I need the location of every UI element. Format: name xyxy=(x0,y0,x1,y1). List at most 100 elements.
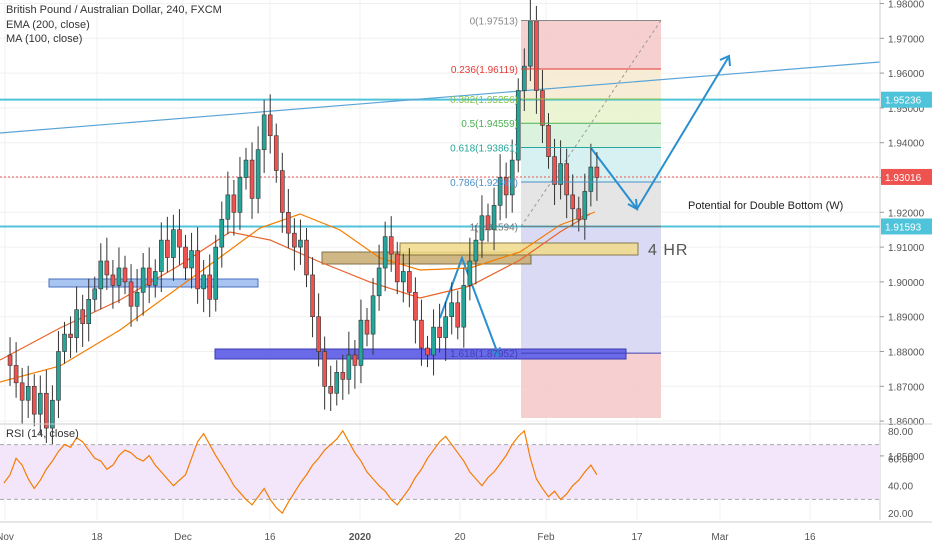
candle-body xyxy=(201,274,206,290)
fib-label: 0.618(1.93861) xyxy=(450,144,518,155)
candle-body xyxy=(364,319,370,335)
rsi-tick-label: 40.00 xyxy=(888,482,913,493)
candle-body xyxy=(564,163,569,196)
axis-tick-label: 1.90000 xyxy=(888,278,925,289)
candle-body xyxy=(165,239,170,258)
time-axis: Nov18Dec16202020Feb17Mar16 xyxy=(0,521,932,543)
candle-body xyxy=(346,354,352,380)
axis-tick-label: 1.98000 xyxy=(888,0,925,11)
candle-body xyxy=(195,250,200,290)
candle-body xyxy=(485,215,491,230)
candle-body xyxy=(13,365,19,384)
candle-body xyxy=(140,267,146,293)
candle-body xyxy=(340,372,346,380)
candle-body xyxy=(116,267,122,286)
fib-zone-5 xyxy=(521,123,661,148)
support-box-bottom xyxy=(214,348,627,360)
candle-body xyxy=(552,156,557,185)
axis-tick-label: 1.87000 xyxy=(888,382,925,393)
candle-body xyxy=(273,135,279,171)
candle-body xyxy=(31,385,37,415)
candle-body xyxy=(528,20,533,67)
chart-title: British Pound / Australian Dollar, 240, … xyxy=(6,4,222,16)
candle-body xyxy=(334,372,340,394)
price-series xyxy=(0,0,600,452)
candle-body xyxy=(497,177,503,206)
rsi-label: RSI (14, close) xyxy=(6,428,79,440)
candle-body xyxy=(449,302,455,317)
drawing-lines xyxy=(0,20,881,358)
axis-tick-label: 1.96000 xyxy=(888,69,925,80)
zone-box-yellow xyxy=(399,242,639,256)
candle-body xyxy=(473,239,479,262)
candle-body xyxy=(310,274,315,318)
candle-body xyxy=(419,319,424,349)
candle-body xyxy=(443,316,448,338)
measured-move-path xyxy=(439,255,499,355)
candle-body xyxy=(576,208,582,220)
candle-body xyxy=(370,295,376,335)
candle-body xyxy=(431,326,436,356)
candle-body xyxy=(491,205,497,230)
fib-label: 0.786(1.92869) xyxy=(450,178,518,189)
candle-body xyxy=(68,333,73,338)
arrow-head-measured xyxy=(490,346,501,358)
candle-body xyxy=(74,309,79,338)
candle-body xyxy=(304,239,309,276)
candle-body xyxy=(425,347,430,356)
rsi-tick-label: 60.00 xyxy=(888,454,913,465)
arrow-head-down xyxy=(627,198,639,211)
price-label-bg xyxy=(881,218,932,235)
candle-body xyxy=(92,288,98,300)
price-label: 1.93016 xyxy=(885,173,922,184)
annotation-4hr: 4 HR xyxy=(648,242,688,259)
candle-body xyxy=(25,385,31,401)
candle-body xyxy=(394,253,400,283)
candle-body xyxy=(437,326,442,338)
annotation-double-bottom: Potential for Double Bottom (W) xyxy=(688,200,843,212)
candle-body xyxy=(582,191,588,220)
candle-body xyxy=(237,177,243,213)
time-tick-label: 16 xyxy=(804,532,816,543)
time-tick-label: Dec xyxy=(174,532,192,543)
ma-legend: MA (100, close) xyxy=(6,33,83,45)
fib-label: 0.236(1.96119) xyxy=(451,65,518,76)
candle-body xyxy=(388,236,394,255)
ema-legend: EMA (200, close) xyxy=(6,19,90,31)
candle-body xyxy=(286,212,291,234)
fib-label: 0(1.97513) xyxy=(470,16,518,27)
candle-body xyxy=(400,271,406,283)
candle-body xyxy=(98,260,104,290)
axis-tick-label: 1.85000 xyxy=(888,452,925,463)
rsi-tick-label: 20.00 xyxy=(888,509,913,520)
candle-body xyxy=(267,114,273,137)
candle-body xyxy=(104,260,110,276)
candle-body xyxy=(588,166,594,192)
time-tick-label: Mar xyxy=(711,532,729,543)
fibonacci-levels: 0(1.97513) 0.236(1.96119) 0.382(1.95256) 0.… xyxy=(450,16,661,360)
candle-body xyxy=(467,260,473,286)
candle-body xyxy=(461,285,467,328)
rsi-band xyxy=(0,444,880,500)
time-tick-label: Feb xyxy=(537,532,555,543)
axis-tick-label: 1.97000 xyxy=(888,34,925,45)
candle-body xyxy=(110,274,116,286)
price-label: 1.91593 xyxy=(885,222,922,233)
ema-200-line xyxy=(0,211,596,383)
candle-body xyxy=(594,166,600,178)
candle-body xyxy=(352,354,358,366)
candle-body xyxy=(255,149,261,199)
candle-body xyxy=(479,215,485,241)
candle-body xyxy=(249,159,255,199)
candle-body xyxy=(558,163,563,185)
time-tick-label: 2020 xyxy=(349,532,372,543)
candle-body xyxy=(358,319,364,366)
candle-body xyxy=(19,382,25,401)
candle-body xyxy=(152,271,158,286)
candle-body xyxy=(219,218,225,248)
axis-tick-label: 1.94000 xyxy=(888,139,925,150)
axis-tick-label: 1.88000 xyxy=(888,348,925,359)
candle-body xyxy=(80,309,85,324)
price-label-bg xyxy=(881,91,932,108)
